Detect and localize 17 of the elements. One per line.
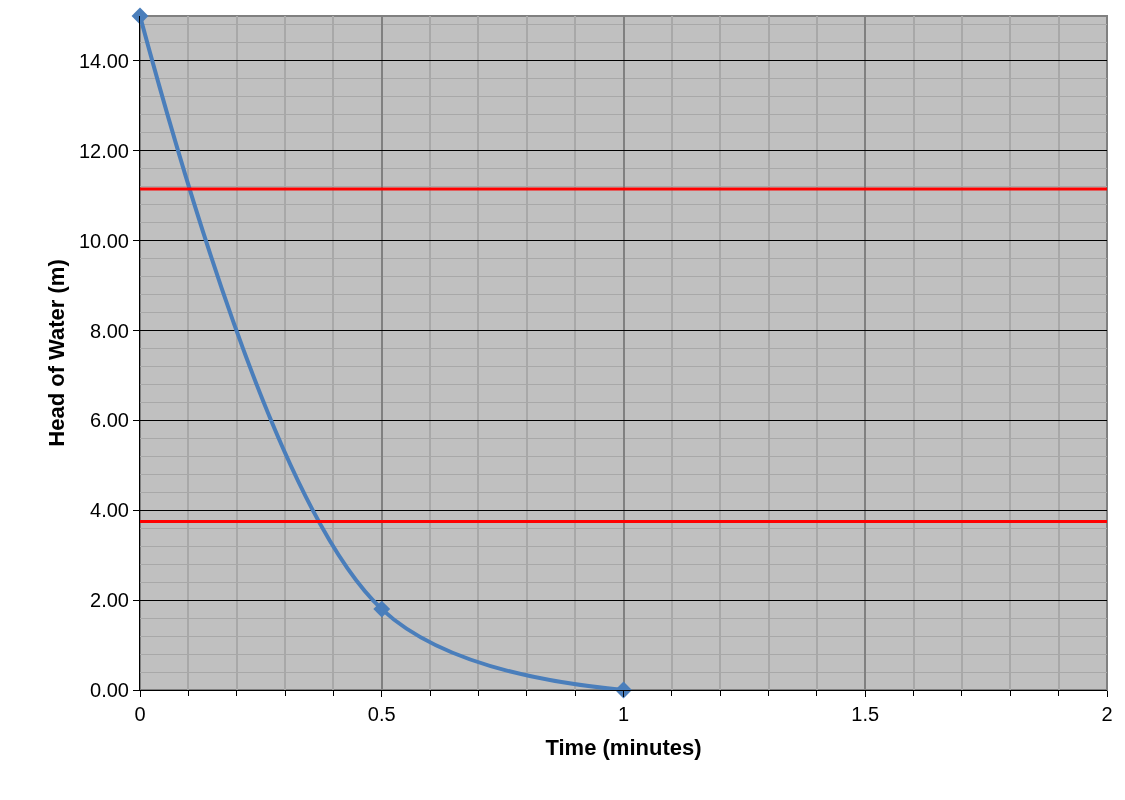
point — [373, 600, 391, 618]
x-tick-label: 1.5 — [851, 703, 880, 725]
x-tick-label: 2 — [1101, 703, 1113, 725]
y-tick-label: 6.00 — [90, 409, 129, 432]
y-tick-label: 8.00 — [90, 319, 129, 342]
y-tick-label: 0.00 — [90, 679, 129, 701]
y-tick-label: 10.00 — [78, 229, 129, 252]
x-tick-label: 0 — [134, 703, 146, 725]
y-tick-label: 4.00 — [90, 499, 129, 522]
y-axis-title: Head of Water (m) — [43, 259, 69, 447]
y-tick-label: 2.00 — [90, 589, 129, 612]
x-tick-label: 0.5 — [367, 703, 396, 725]
x-axis-title: Time (minutes) — [545, 734, 702, 760]
x-tick-label: 1 — [617, 703, 630, 725]
point — [131, 7, 149, 25]
y-tick-label: 12.00 — [78, 139, 129, 162]
y-tick-label: 14.00 — [78, 49, 129, 72]
